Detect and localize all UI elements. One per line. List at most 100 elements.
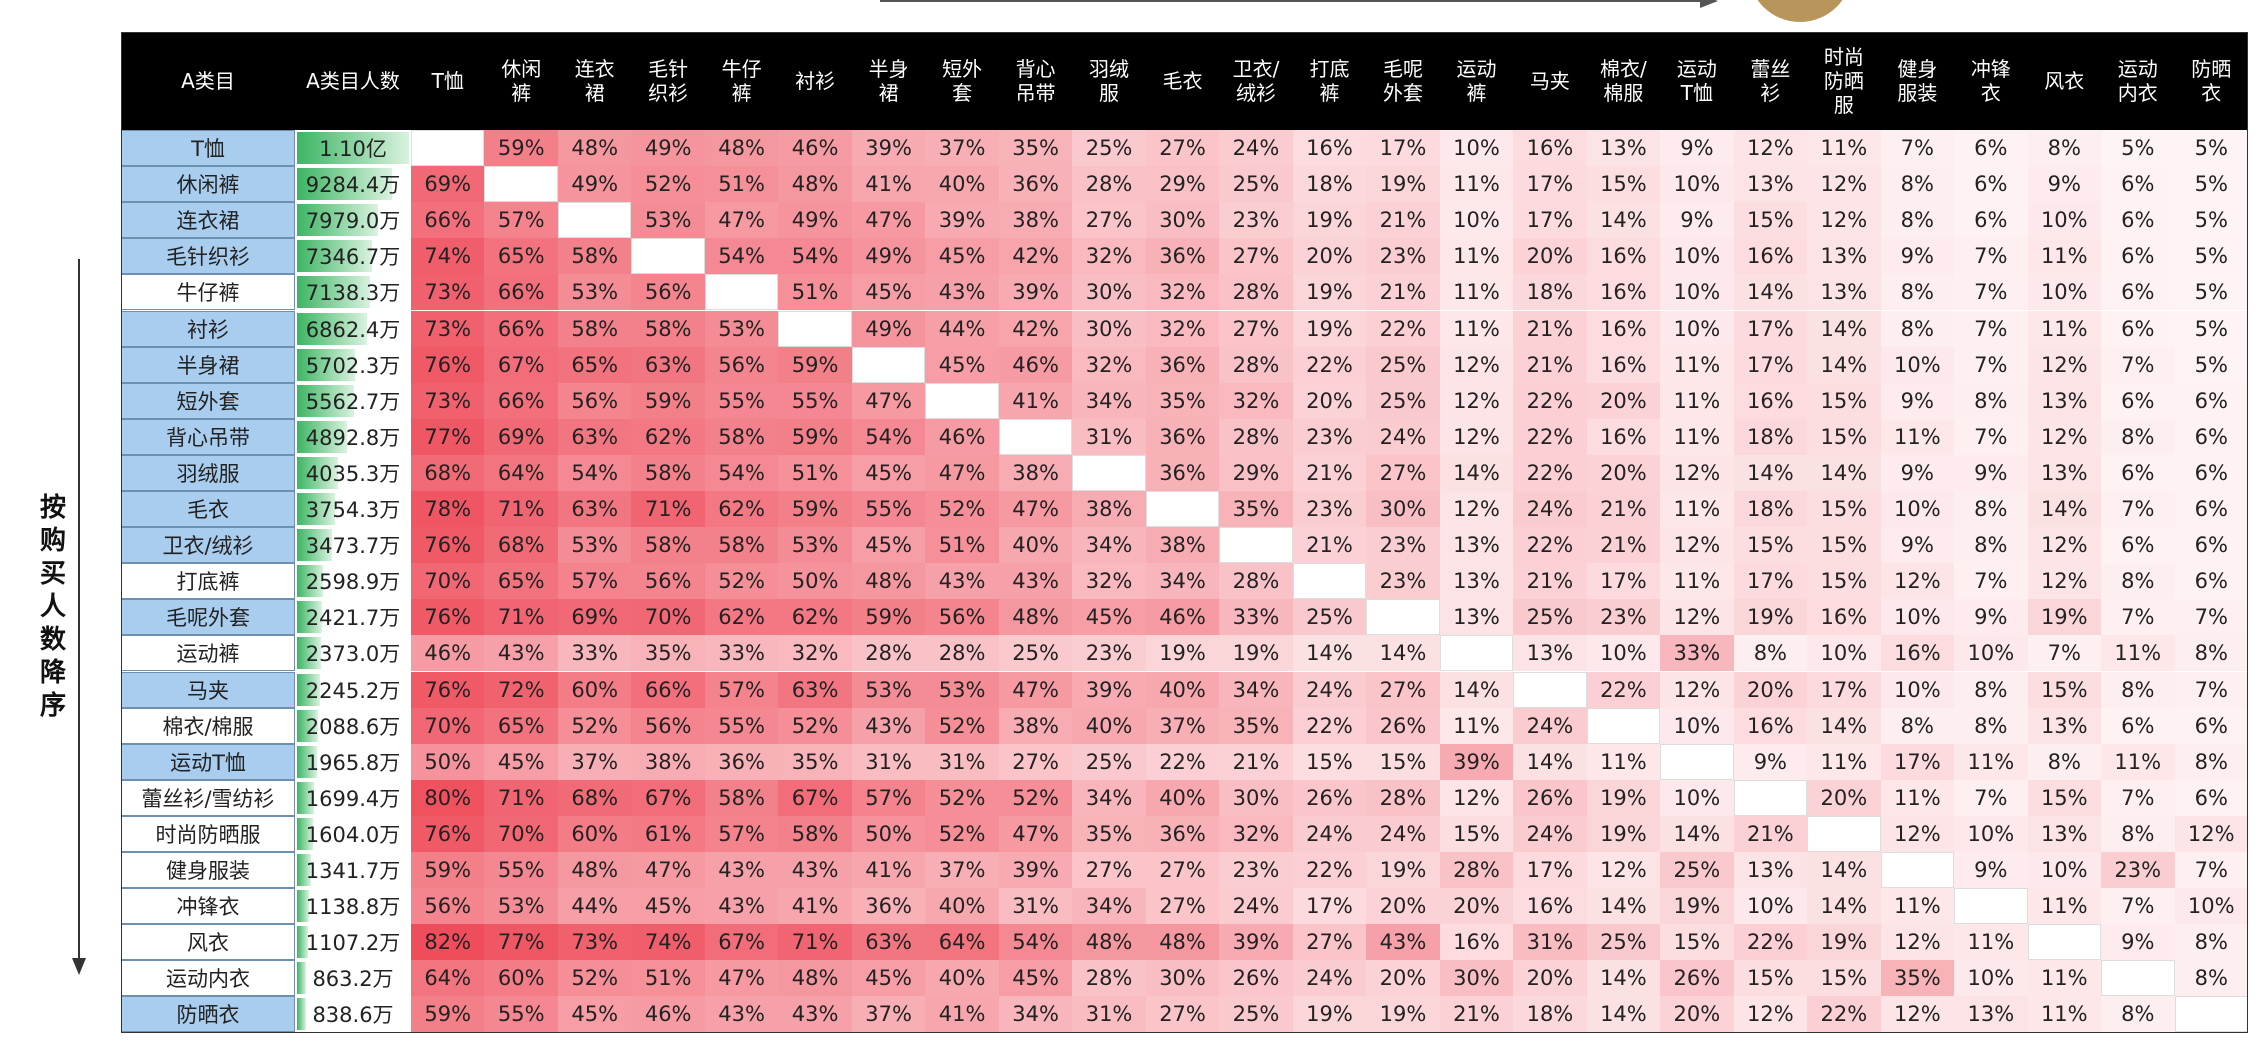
share-cell: 17%	[1733, 346, 1808, 383]
share-cell: 34%	[1145, 563, 1220, 600]
share-cell: 63%	[557, 418, 632, 455]
share-cell: 8%	[2027, 130, 2102, 167]
share-cell: 19%	[1292, 274, 1367, 311]
share-cell: 28%	[1366, 779, 1440, 816]
share-cell: 14%	[1513, 743, 1587, 780]
share-cell: 17%	[1513, 202, 1587, 239]
share-cell: 17%	[1513, 166, 1587, 203]
share-cell: 7%	[2174, 671, 2248, 708]
share-cell: 25%	[998, 635, 1073, 672]
share-cell: 21%	[1513, 563, 1587, 600]
share-cell: 12%	[2027, 346, 2102, 383]
share-cell: 37%	[851, 996, 926, 1033]
share-cell: 16%	[1586, 274, 1661, 311]
row-category: 运动T恤	[121, 743, 295, 780]
share-cell: 36%	[851, 888, 926, 925]
share-cell: 13%	[1733, 852, 1808, 889]
empty-cell	[631, 238, 705, 275]
empty-cell	[1439, 635, 1514, 672]
share-cell: 16%	[1513, 130, 1587, 167]
column-header: A类目人数	[295, 32, 411, 130]
share-cell: 9%	[1660, 202, 1734, 239]
share-cell: 13%	[2027, 454, 2102, 491]
share-cell: 19%	[1366, 852, 1440, 889]
share-cell: 43%	[851, 707, 926, 744]
share-cell: 16%	[1586, 310, 1661, 347]
share-cell: 24%	[1292, 671, 1367, 708]
share-cell: 26%	[1366, 707, 1440, 744]
share-cell: 21%	[1366, 274, 1440, 311]
share-cell: 45%	[851, 454, 926, 491]
share-cell: 8%	[2174, 743, 2248, 780]
share-cell: 11%	[1660, 491, 1734, 528]
share-cell: 52%	[925, 779, 999, 816]
share-cell: 24%	[1292, 960, 1367, 997]
share-cell: 11%	[1807, 743, 1881, 780]
share-cell: 20%	[1513, 238, 1587, 275]
share-cell: 15%	[2027, 779, 2102, 816]
share-cell: 48%	[1072, 924, 1146, 961]
share-cell: 58%	[778, 815, 852, 852]
buyers-bar	[297, 240, 372, 273]
share-cell: 22%	[1366, 310, 1440, 347]
share-cell: 71%	[778, 924, 852, 961]
share-cell: 15%	[1439, 815, 1514, 852]
share-cell: 10%	[1880, 599, 1955, 636]
share-cell: 6%	[2101, 202, 2175, 239]
empty-cell	[1513, 671, 1587, 708]
share-cell: 56%	[411, 888, 485, 925]
share-cell: 15%	[1807, 960, 1881, 997]
share-cell: 57%	[851, 779, 926, 816]
buyers-bar	[297, 168, 392, 201]
share-cell: 10%	[1660, 274, 1734, 311]
share-cell: 47%	[704, 202, 779, 239]
share-cell: 12%	[2027, 527, 2102, 564]
share-cell: 28%	[1072, 960, 1146, 997]
share-cell: 38%	[1072, 491, 1146, 528]
share-cell: 40%	[1145, 671, 1220, 708]
share-cell: 53%	[778, 527, 852, 564]
share-cell: 8%	[1880, 274, 1955, 311]
share-cell: 32%	[1145, 310, 1220, 347]
share-cell: 12%	[1880, 563, 1955, 600]
row-category: 棉衣/棉服	[121, 707, 295, 744]
share-cell: 9%	[1733, 743, 1808, 780]
share-cell: 8%	[1954, 382, 2028, 419]
column-header: 短外套	[925, 32, 999, 130]
row-category: 短外套	[121, 382, 295, 419]
share-cell: 49%	[631, 130, 705, 167]
share-cell: 58%	[557, 238, 632, 275]
share-cell: 73%	[411, 274, 485, 311]
share-cell: 32%	[1072, 346, 1146, 383]
share-cell: 12%	[1733, 130, 1808, 167]
row-category: 牛仔裤	[121, 274, 295, 311]
share-cell: 34%	[1072, 779, 1146, 816]
share-cell: 76%	[411, 527, 485, 564]
share-cell: 6%	[2174, 707, 2248, 744]
share-cell: 18%	[1513, 274, 1587, 311]
share-cell: 38%	[998, 202, 1073, 239]
row-category: 冲锋衣	[121, 888, 295, 925]
share-cell: 14%	[1439, 671, 1514, 708]
share-cell: 8%	[2101, 563, 2175, 600]
share-cell: 6%	[2174, 418, 2248, 455]
share-cell: 58%	[631, 310, 705, 347]
share-cell: 27%	[1072, 202, 1146, 239]
share-cell: 73%	[557, 924, 632, 961]
empty-cell	[1145, 491, 1220, 528]
share-cell: 11%	[1880, 779, 1955, 816]
share-cell: 8%	[1733, 635, 1808, 672]
share-cell: 52%	[557, 960, 632, 997]
share-cell: 5%	[2174, 346, 2248, 383]
share-cell: 67%	[704, 924, 779, 961]
share-cell: 74%	[631, 924, 705, 961]
share-cell: 63%	[631, 346, 705, 383]
share-cell: 23%	[1292, 491, 1367, 528]
share-cell: 33%	[1219, 599, 1293, 636]
share-cell: 37%	[1145, 707, 1220, 744]
share-cell: 39%	[1219, 924, 1293, 961]
share-cell: 9%	[1880, 527, 1955, 564]
share-cell: 62%	[778, 599, 852, 636]
share-cell: 34%	[1072, 527, 1146, 564]
share-cell: 19%	[1366, 996, 1440, 1033]
